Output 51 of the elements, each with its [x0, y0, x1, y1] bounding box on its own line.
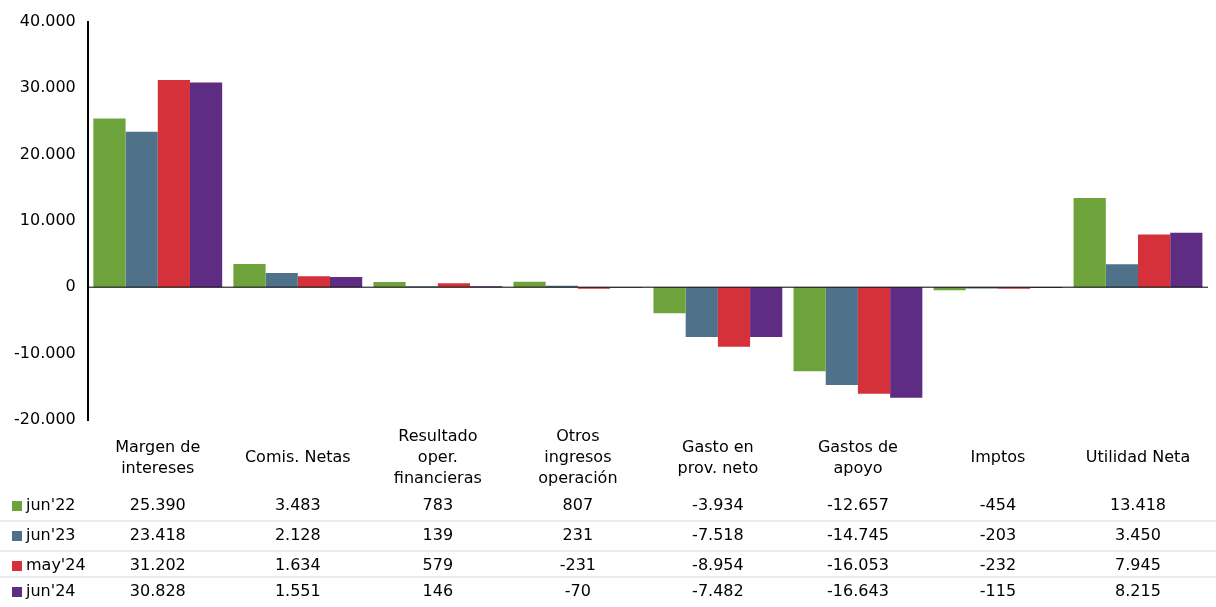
data-label: 783 [422, 495, 454, 515]
legend-label: may'24 [26, 555, 86, 575]
data-label: 7.945 [1115, 555, 1161, 575]
data-label: 1.634 [274, 555, 321, 575]
data-label: -16.643 [827, 581, 889, 601]
data-label: 146 [422, 581, 454, 601]
x-tick-label: Otros ingresos operación [538, 426, 618, 488]
data-label: 13.418 [1109, 495, 1166, 515]
y-tick-label: -10.000 [13, 342, 76, 362]
data-label: 3.483 [274, 495, 321, 515]
data-label: -12.657 [827, 495, 889, 515]
y-tick-label: -20.000 [13, 409, 76, 429]
data-label: 30.828 [129, 581, 186, 601]
data-label: 31.202 [129, 555, 186, 575]
data-label: 8.215 [1115, 581, 1161, 601]
data-label: -454 [979, 495, 1017, 515]
x-tick-label: Resultado oper. financieras [393, 426, 482, 488]
data-label: 1.551 [274, 581, 321, 601]
data-label: -3.934 [692, 495, 744, 515]
x-tick-label: Gasto en prov. neto [677, 436, 759, 477]
data-label: 807 [562, 495, 594, 515]
data-label: -231 [559, 555, 597, 575]
data-label: 231 [562, 525, 594, 545]
data-label: -70 [564, 581, 591, 601]
data-label: -115 [979, 581, 1017, 601]
legend-label: jun'22 [25, 495, 76, 515]
x-tick-label: Utilidad Neta [1085, 447, 1191, 467]
data-label: 2.128 [274, 525, 321, 545]
data-label: -7.482 [692, 581, 744, 601]
data-label: 139 [422, 525, 454, 545]
data-label: -7.518 [692, 525, 744, 545]
x-tick-label: Comis. Netas [244, 447, 351, 467]
data-label: -232 [979, 555, 1017, 575]
y-tick-label: 0 [65, 276, 76, 296]
x-tick-label: Gastos de apoyo [817, 436, 898, 477]
legend-label: jun'23 [25, 525, 76, 545]
data-label: -16.053 [827, 555, 889, 575]
data-label: 3.450 [1115, 525, 1161, 545]
data-label: 23.418 [129, 525, 186, 545]
data-label: 579 [422, 555, 454, 575]
x-tick-label: Imptos [970, 447, 1026, 467]
legend-label: jun'24 [25, 581, 76, 601]
x-tick-label: Margen de intereses [115, 436, 201, 477]
data-label: -14.745 [827, 525, 889, 545]
data-label: 25.390 [129, 495, 186, 515]
y-tick-label: 40.000 [19, 10, 76, 30]
y-tick-label: 20.000 [19, 143, 76, 163]
y-tick-label: 10.000 [19, 209, 76, 229]
data-label: -203 [979, 525, 1017, 545]
y-tick-label: 30.000 [19, 77, 76, 97]
data-label: -8.954 [692, 555, 744, 575]
